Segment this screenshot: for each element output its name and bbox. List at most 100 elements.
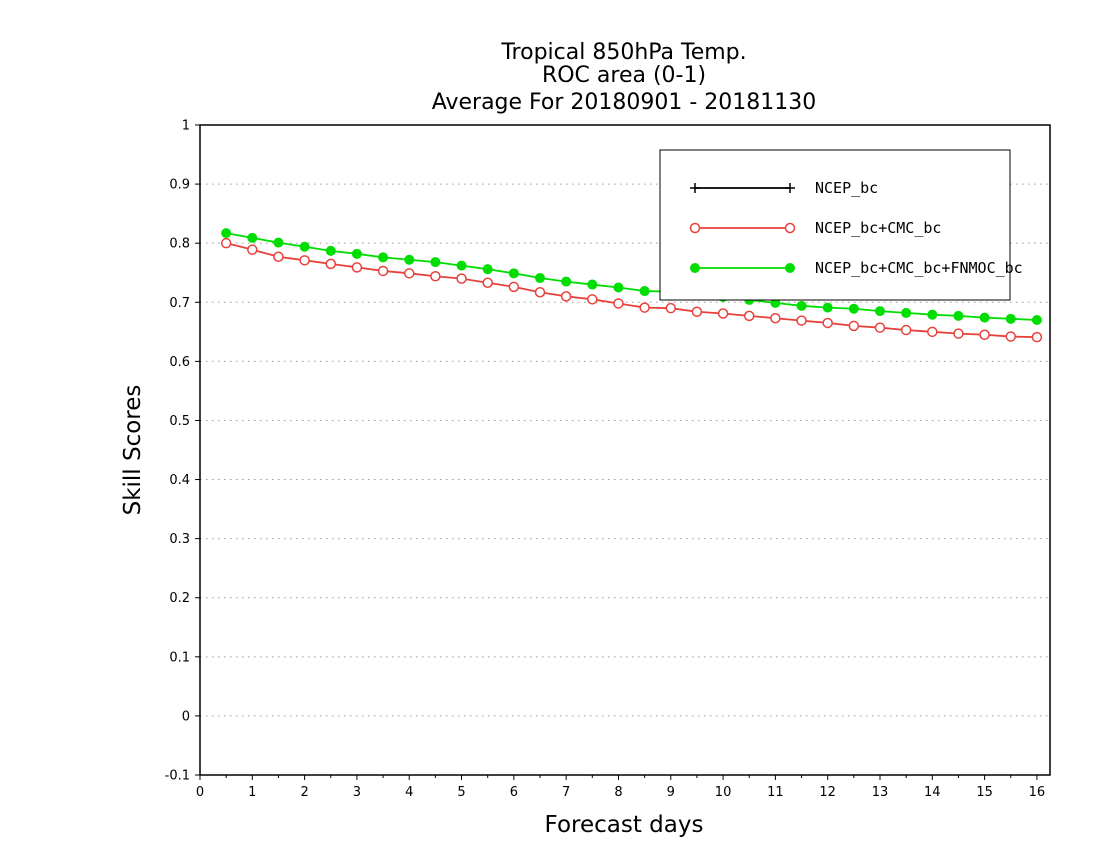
data-point	[247, 232, 258, 243]
data-point	[901, 307, 912, 318]
y-tick-label: 0.6	[169, 355, 190, 370]
data-point	[482, 277, 493, 289]
legend-entry: NCEP_bc+CMC_bc	[689, 219, 941, 237]
data-point	[534, 286, 546, 298]
data-point	[377, 265, 389, 277]
data-point	[404, 254, 415, 265]
y-axis-title: Skill Scores	[120, 385, 146, 516]
data-point	[927, 309, 938, 320]
data-point	[875, 306, 885, 317]
data-point	[1005, 313, 1016, 324]
data-point	[508, 268, 519, 279]
x-tick-label: 7	[562, 785, 570, 800]
data-point	[665, 302, 677, 314]
data-series	[220, 228, 1043, 343]
data-point	[927, 326, 938, 338]
data-point	[456, 260, 467, 271]
data-point	[613, 298, 624, 309]
data-point	[247, 244, 258, 255]
legend-entry: NCEP_bc	[690, 179, 878, 197]
data-point	[1031, 315, 1042, 325]
x-tick-label: 4	[405, 785, 413, 800]
data-point	[430, 271, 441, 282]
y-tick-label: 0.9	[169, 178, 190, 193]
y-tick-label: 0.8	[169, 237, 190, 252]
data-point	[482, 264, 493, 275]
legend-marker-start	[690, 183, 700, 193]
legend-label: NCEP_bc	[815, 179, 878, 197]
x-tick-label: 6	[510, 785, 518, 800]
legend-marker-end	[785, 183, 795, 193]
data-point	[535, 273, 545, 284]
data-point	[796, 300, 807, 311]
title-line-3: Average For 20180901 - 20181130	[432, 90, 817, 115]
data-point	[874, 322, 886, 333]
data-point	[848, 303, 859, 314]
data-point	[639, 302, 650, 313]
legend-label: NCEP_bc+CMC_bc+FNMOC_bc	[815, 259, 1023, 277]
data-point	[953, 310, 964, 321]
data-point	[430, 257, 441, 268]
x-tick-label: 0	[196, 785, 204, 800]
data-point	[900, 324, 912, 336]
x-tick-label: 2	[300, 785, 308, 800]
data-point	[1005, 331, 1017, 342]
data-point	[587, 294, 598, 305]
y-tick-label: 0.7	[169, 296, 190, 311]
data-point	[743, 310, 755, 322]
x-tick-label: 11	[767, 785, 784, 800]
data-point	[613, 282, 624, 293]
x-tick-label: 3	[353, 785, 361, 800]
legend-box	[659, 149, 1011, 301]
data-point	[979, 329, 990, 341]
data-point	[378, 252, 389, 263]
data-point	[221, 228, 232, 239]
data-point	[299, 241, 310, 252]
data-point	[273, 237, 284, 248]
data-point	[273, 251, 284, 263]
data-point	[325, 245, 336, 256]
data-point	[561, 276, 572, 287]
legend-marker-start	[690, 263, 700, 273]
y-tick-label: 0.3	[169, 532, 190, 547]
data-point	[717, 308, 729, 319]
legend: NCEP_bc NCEP_bc+CMC_bc NCEP_bc+CMC_bc+FNMO…	[659, 149, 1023, 301]
data-point	[560, 291, 572, 302]
y-tick-label: 0.4	[169, 473, 190, 488]
data-point	[351, 248, 362, 259]
data-point	[796, 315, 807, 326]
y-tick-label: 0.2	[169, 591, 190, 606]
data-point	[691, 306, 703, 317]
title-line-2: ROC area (0-1)	[542, 63, 706, 88]
y-tick-label: 0	[182, 709, 190, 724]
y-tick-label: 1	[182, 119, 190, 134]
axes: -0.100.10.20.30.40.50.60.70.80.910 1 2 3 4 5 6…	[165, 119, 1051, 800]
x-axis-title: Forecast days	[545, 812, 704, 838]
data-point	[1031, 331, 1043, 343]
x-tick-label: 15	[976, 785, 993, 800]
data-point	[403, 268, 415, 279]
data-point	[822, 302, 833, 313]
data-point	[456, 273, 467, 284]
x-tick-label: 16	[1029, 785, 1046, 800]
y-tick-label: 0.1	[169, 650, 190, 665]
data-point	[953, 328, 964, 339]
legend-marker-start	[689, 222, 701, 234]
series-2	[221, 228, 1042, 325]
x-tick-label: 14	[924, 785, 941, 800]
data-point	[508, 281, 520, 293]
legend-entry: NCEP_bc+CMC_bc+FNMOC_bc	[690, 259, 1023, 277]
x-tick-label: 9	[667, 785, 675, 800]
data-point	[351, 262, 363, 273]
data-point	[587, 279, 598, 290]
legend-label: NCEP_bc+CMC_bc	[815, 219, 941, 237]
title-line-1: Tropical 850hPa Temp.	[500, 40, 746, 65]
data-point	[325, 258, 337, 270]
x-tick-label: 10	[715, 785, 732, 800]
x-tick-label: 13	[872, 785, 889, 800]
y-tick-label: 0.5	[169, 414, 190, 429]
data-point	[299, 255, 310, 266]
chart-title: Tropical 850hPa Temp. ROC area (0-1) Ave…	[432, 40, 817, 115]
x-tick-label: 12	[819, 785, 836, 800]
